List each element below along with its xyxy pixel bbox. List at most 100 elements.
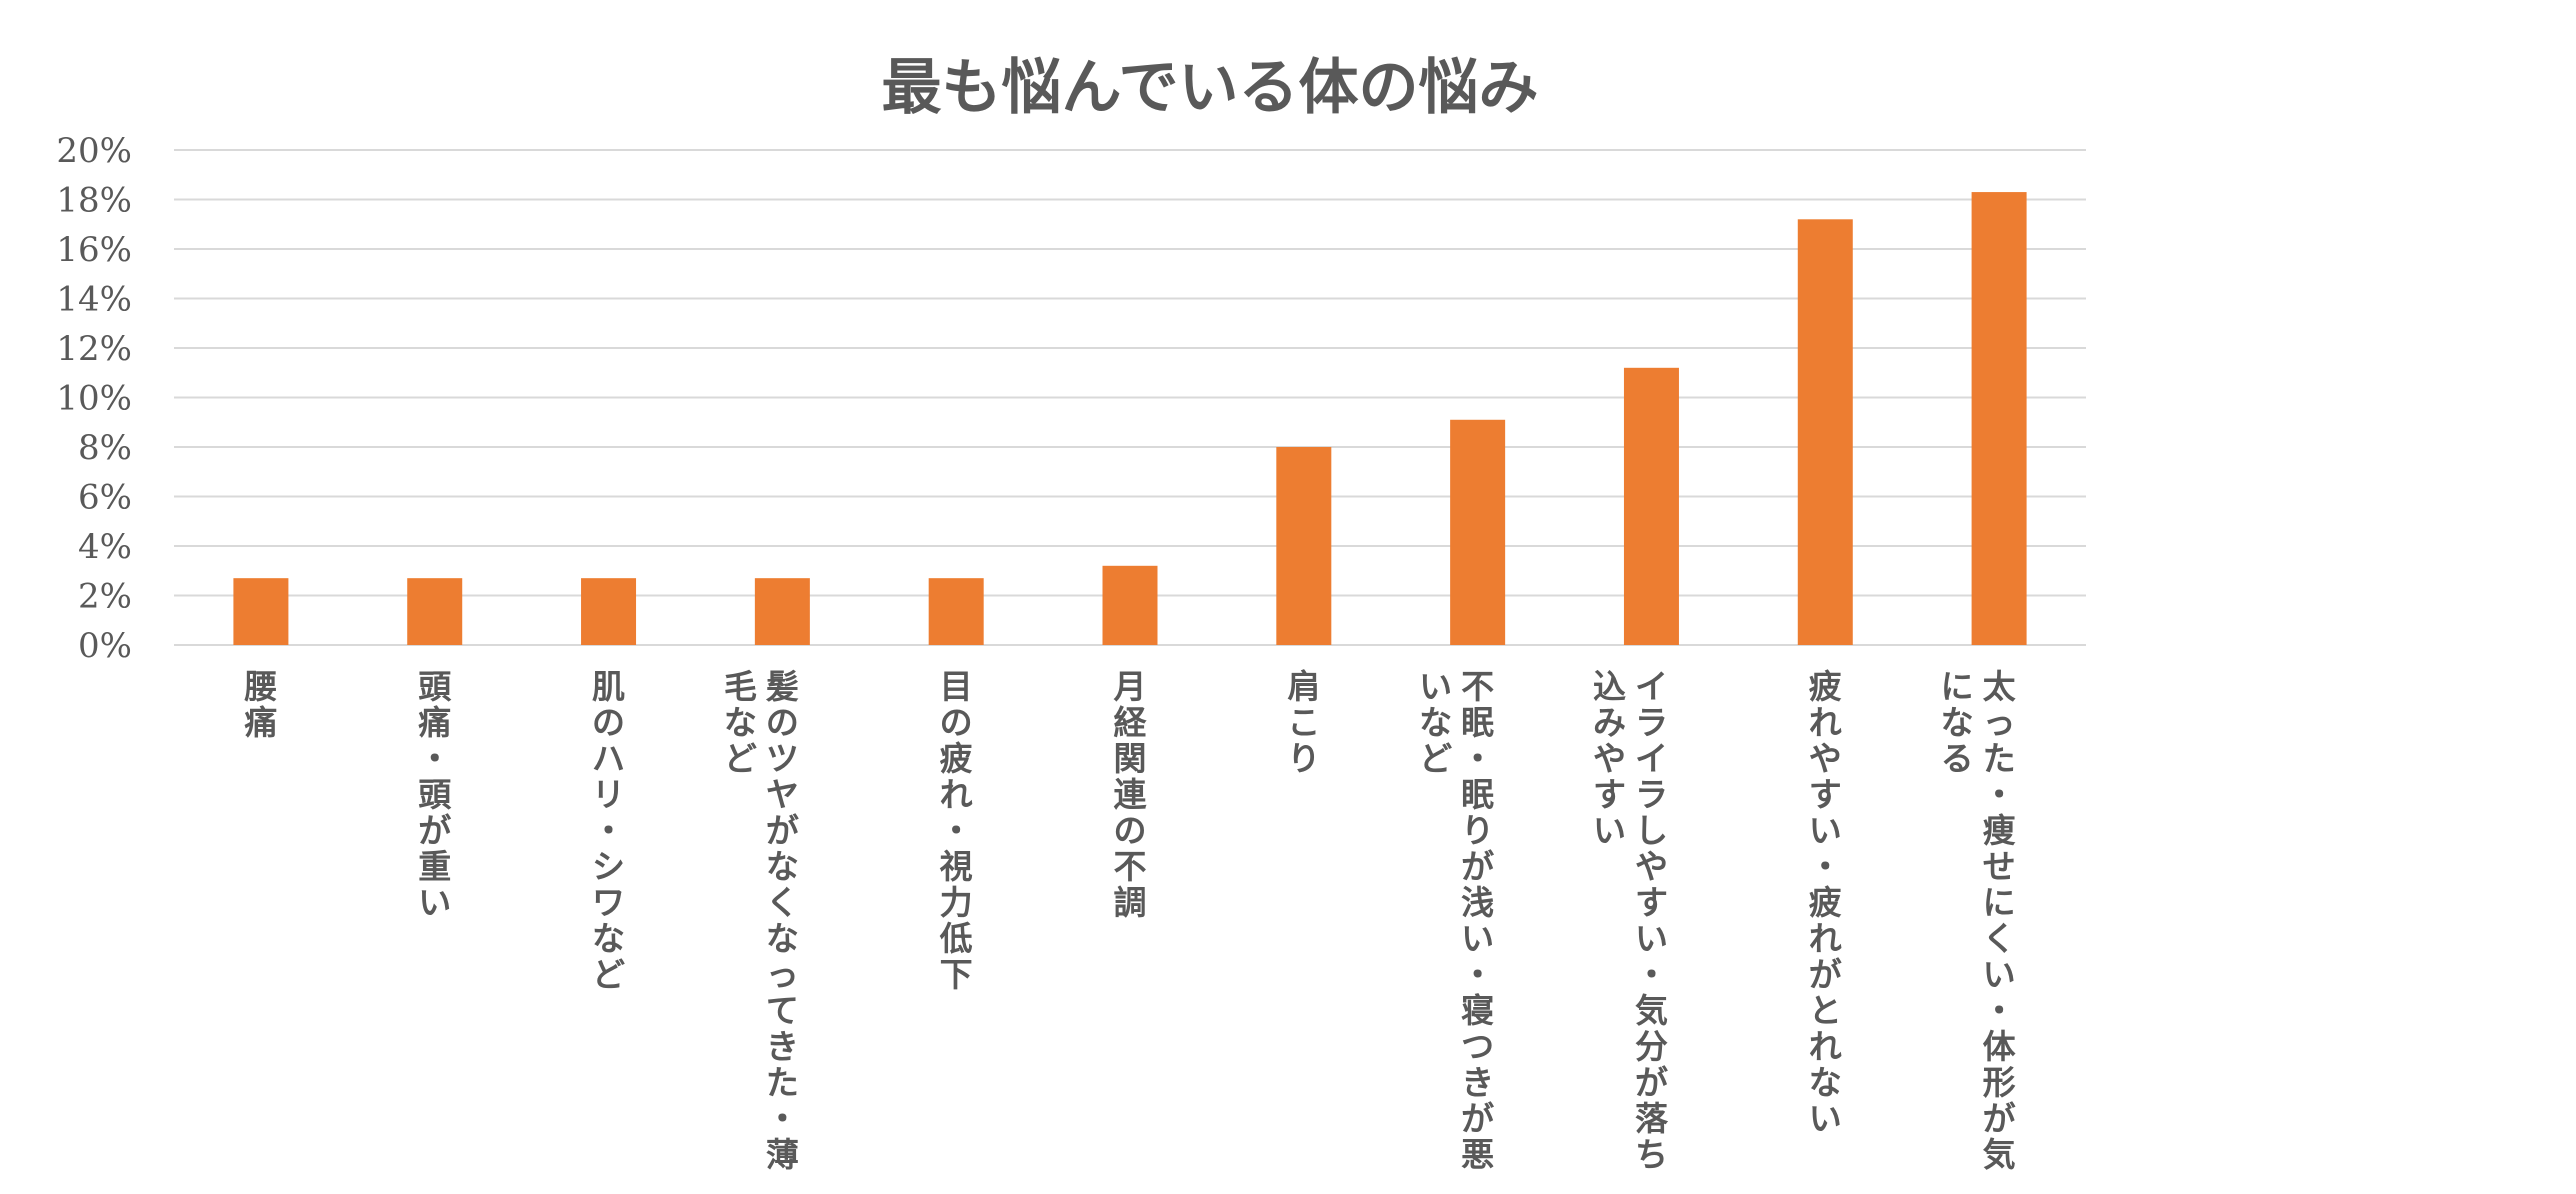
x-category-char: な xyxy=(724,703,757,742)
x-category-char: の xyxy=(766,703,799,742)
x-category-char: 体 xyxy=(1983,1027,2016,1066)
chart-title: 最も悩んでいる体の悩み xyxy=(882,53,1539,123)
x-category-char: ヤ xyxy=(766,775,799,814)
x-category-char: 腰 xyxy=(244,667,277,706)
x-category-char: い xyxy=(1461,919,1494,958)
x-category-char: が xyxy=(1635,1063,1668,1102)
x-category-char: に xyxy=(1983,883,2016,922)
y-tick-label: 6% xyxy=(78,478,132,518)
x-category-char: 痛 xyxy=(418,703,451,742)
x-category-char: い xyxy=(1419,667,1452,706)
y-tick-label: 20% xyxy=(56,131,132,171)
x-category-char: な xyxy=(1941,703,1974,742)
x-category-char: せ xyxy=(1983,847,2016,886)
bar xyxy=(1623,367,1679,645)
x-category-char: 疲 xyxy=(1809,667,1842,706)
x-category-char: や xyxy=(1635,847,1668,886)
x-category-char: 薄 xyxy=(766,1135,799,1174)
x-category-char: が xyxy=(1461,1099,1494,1138)
x-category-char: 痩 xyxy=(1983,811,2016,850)
x-category-char: く xyxy=(1983,919,2016,958)
x-category-char: っ xyxy=(1983,703,2016,742)
x-category-char: の xyxy=(940,703,973,742)
y-tick-label: 8% xyxy=(78,428,132,468)
x-category-char: ・ xyxy=(1809,847,1842,886)
x-category-char: 疲 xyxy=(1809,883,1842,922)
x-category-char: 不 xyxy=(1461,667,1494,706)
x-category-char: 形 xyxy=(1983,1063,2016,1102)
x-category-char: す xyxy=(1635,883,1668,922)
bar xyxy=(1971,192,2027,645)
x-category-char: り xyxy=(1461,811,1494,850)
x-category-char: い xyxy=(1635,919,1668,958)
x-category-char: ラ xyxy=(1635,775,1668,814)
x-category-char: が xyxy=(1809,955,1842,994)
x-category-char: し xyxy=(1635,811,1668,850)
x-category-char: の xyxy=(592,703,625,742)
x-category-char: と xyxy=(1809,991,1842,1030)
x-category-char: ち xyxy=(1635,1135,1668,1174)
x-category-char: な xyxy=(592,919,625,958)
x-category-char: 経 xyxy=(1114,703,1148,742)
bar xyxy=(928,578,984,645)
x-category-char: 力 xyxy=(940,883,973,922)
x-category-char: イ xyxy=(1635,667,1668,706)
x-category-char: ・ xyxy=(418,739,451,778)
x-category-char: 分 xyxy=(1635,1027,1668,1066)
x-category-char: 悪 xyxy=(1461,1135,1494,1174)
x-category-char: 頭 xyxy=(418,775,452,814)
x-category-char: い xyxy=(1809,811,1842,850)
y-tick-label: 12% xyxy=(56,329,132,369)
y-tick-label: 0% xyxy=(78,626,132,666)
x-category-char: 連 xyxy=(1114,775,1148,814)
x-category-char: ハ xyxy=(592,739,625,778)
x-axis-categories: 腰痛頭痛・頭が重い肌のハリ・シワなど髪のツヤがなくなってきた・薄毛など目の疲れ・… xyxy=(244,667,2015,1174)
x-category-char: つ xyxy=(1461,1027,1494,1066)
y-tick-label: 2% xyxy=(78,577,132,617)
x-category-char: ・ xyxy=(592,811,625,850)
x-category-char: ど xyxy=(1419,739,1452,778)
x-category-char: ・ xyxy=(766,1099,799,1138)
x-category-char: ツ xyxy=(766,739,799,778)
x-category-char: の xyxy=(1114,811,1147,850)
x-category-char: が xyxy=(1983,1099,2016,1138)
x-category-char: ・ xyxy=(1635,955,1668,994)
x-category-char: 浅 xyxy=(1461,883,1494,922)
bar xyxy=(581,578,637,645)
x-category-char: 目 xyxy=(940,667,973,706)
x-category-char: 肩 xyxy=(1287,667,1320,706)
x-category-char: れ xyxy=(1809,919,1842,958)
x-category-char: が xyxy=(766,811,799,850)
x-category-char: 月 xyxy=(1114,667,1147,706)
x-category-char: や xyxy=(1809,739,1842,778)
y-tick-label: 4% xyxy=(78,527,132,567)
x-category-char: 髪 xyxy=(766,667,799,706)
bars xyxy=(233,192,2027,646)
x-category-char: ・ xyxy=(1983,991,2016,1030)
bar xyxy=(1450,419,1506,645)
x-category-char: き xyxy=(766,1027,799,1066)
x-category-char: て xyxy=(766,991,799,1030)
x-category-char: み xyxy=(1593,703,1626,742)
x-category-char: 関 xyxy=(1114,739,1147,778)
x-category-char: 視 xyxy=(940,847,973,886)
x-category-label: 肩こり xyxy=(1287,667,1320,778)
bar xyxy=(754,578,810,645)
y-axis-ticks: 0% 2% 4% 6% 8% 10% 12% 14% 16% 18% 20% xyxy=(56,131,132,666)
x-category-char: 疲 xyxy=(940,739,973,778)
x-category-char: 痛 xyxy=(244,703,277,742)
x-category-char: ど xyxy=(724,739,757,778)
x-category-char: リ xyxy=(592,775,625,814)
x-category-char: れ xyxy=(1809,703,1842,742)
x-category-char: く xyxy=(766,883,799,922)
gridlines xyxy=(174,149,2086,646)
x-category-char: 寝 xyxy=(1461,991,1494,1030)
x-category-char: な xyxy=(766,847,799,886)
x-category-char: た xyxy=(766,1063,799,1102)
